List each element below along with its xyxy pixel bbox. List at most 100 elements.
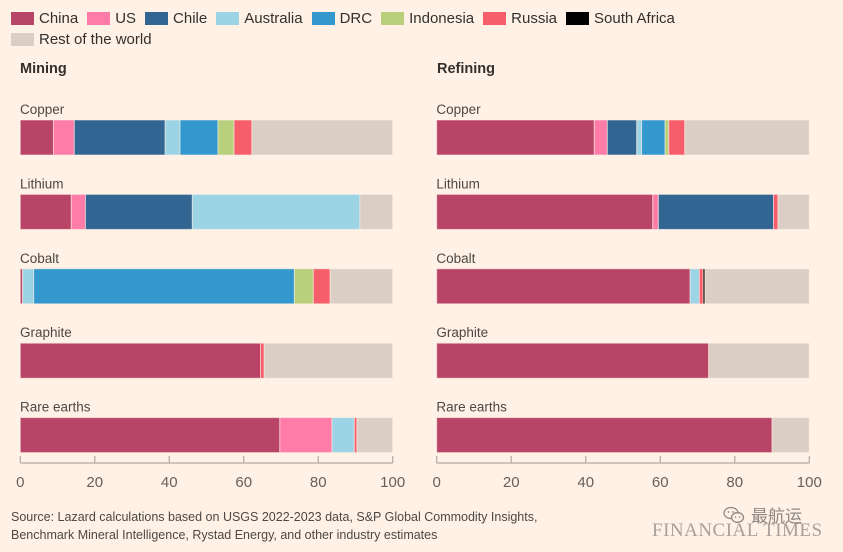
source-note: Source: Lazard calculations based on USG… — [11, 508, 631, 544]
refining-bar-rare-earths-china — [436, 417, 773, 454]
mining-bar-copper-australia — [164, 119, 181, 156]
mining-category-label: Copper — [20, 102, 65, 117]
legend-swatch — [483, 11, 507, 25]
mining-bar-copper-china — [19, 119, 54, 156]
refining-bar-copper-rest-of-the-world — [684, 119, 810, 156]
mining-bar-rare-earths-rest-of-the-world — [356, 417, 394, 454]
legend-item-russia: Russia — [483, 8, 557, 28]
mining-category-label: Rare earths — [20, 400, 91, 415]
mining-bar-graphite-russia — [259, 342, 265, 379]
mining-bar-rare-earths-china — [19, 417, 281, 454]
refining-bar-copper-china — [436, 119, 595, 156]
mining-bar-copper-us — [52, 119, 75, 156]
refining-bar-lithium-rest-of-the-world — [777, 193, 810, 230]
legend-item-china: China — [11, 8, 78, 28]
mining-bar-copper-chile — [73, 119, 166, 156]
mining-category-label: Graphite — [20, 325, 72, 340]
refining-bar-copper-russia — [668, 119, 686, 156]
mining-category-label: Lithium — [20, 176, 64, 191]
legend-label: Russia — [511, 9, 558, 27]
refining-bar-lithium-chile — [657, 193, 775, 230]
legend-swatch — [11, 11, 34, 25]
mining-bar-graphite-china — [19, 342, 261, 379]
refining-x-tick-label: 100 — [797, 474, 822, 491]
mining-x-tick-label: 100 — [380, 474, 405, 491]
legend-swatch — [216, 11, 240, 25]
mining-bar-copper-indonesia — [217, 119, 235, 156]
mining-bar-lithium-china — [19, 193, 72, 230]
mining-bar-copper-drc — [179, 119, 219, 156]
source-line-2: Benchmark Mineral Intelligence, Rystad E… — [11, 528, 438, 542]
refining-bar-lithium-us — [652, 193, 659, 230]
mining-bar-copper-rest-of-the-world — [251, 119, 394, 156]
mining-bar-lithium-chile — [84, 193, 193, 230]
mining-bar-cobalt-drc — [33, 268, 295, 305]
refining-bar-rare-earths-rest-of-the-world — [771, 417, 810, 454]
mining-bar-rare-earths-us — [279, 417, 333, 454]
legend-item-chile: Chile — [145, 8, 207, 28]
legend-swatch — [311, 11, 335, 25]
refining-bar-copper-drc — [641, 119, 666, 156]
legend-swatch — [145, 11, 169, 25]
mining-x-tick-label: 20 — [86, 474, 103, 491]
legend-swatch — [381, 11, 405, 25]
refining-bar-lithium-china — [436, 193, 654, 230]
refining-panel-title: Refining — [437, 61, 495, 77]
mining-x-tick-label: 80 — [310, 474, 327, 491]
refining-bar-lithium-russia — [773, 193, 779, 230]
refining-category-label: Cobalt — [436, 251, 475, 266]
mining-x-tick-label: 60 — [235, 474, 252, 491]
ft-logo: FINANCIAL TIMES — [652, 520, 823, 541]
legend-item-indonesia: Indonesia — [381, 8, 474, 28]
legend-item-australia: Australia — [216, 8, 303, 28]
refining-x-tick-label: 60 — [652, 474, 669, 491]
legend: China US Chile Australia DRC Indonesia Russia S… — [11, 8, 731, 51]
mining-panel-title: Mining — [20, 61, 67, 77]
refining-bar-copper-chile — [606, 119, 638, 156]
mining-x-tick-label: 40 — [161, 474, 178, 491]
source-line-1: Source: Lazard calculations based on USG… — [11, 510, 538, 524]
refining-x-tick-label: 20 — [503, 474, 520, 491]
mining-category-label: Cobalt — [20, 251, 59, 266]
legend-label: Indonesia — [409, 9, 475, 27]
refining-bar-cobalt-china — [436, 268, 691, 305]
legend-swatch — [11, 33, 34, 46]
refining-category-label: Lithium — [436, 176, 480, 191]
legend-item-us: US — [87, 8, 136, 28]
refining-x-tick-label: 40 — [577, 474, 594, 491]
refining-category-label: Graphite — [436, 325, 488, 340]
mining-x-tick-label: 0 — [16, 474, 24, 491]
watermark-text: 最航运 — [751, 507, 802, 526]
legend-swatch — [87, 11, 111, 25]
refining-bar-copper-australia — [636, 119, 643, 156]
legend-swatch — [566, 11, 590, 25]
mining-bar-lithium-rest-of-the-world — [359, 193, 394, 230]
refining-bar-graphite-rest-of-the-world — [708, 342, 810, 379]
refining-bar-cobalt-australia — [689, 268, 700, 305]
mining-bar-lithium-australia — [191, 193, 361, 230]
watermark: 最航运 — [723, 502, 802, 527]
legend-label: South Africa — [594, 9, 675, 27]
legend-label: Rest of the world — [39, 31, 152, 48]
legend-label: US — [115, 9, 137, 27]
refining-bar-cobalt-russia — [698, 268, 704, 305]
mining-bar-graphite-rest-of-the-world — [263, 342, 394, 379]
legend-label: Chile — [173, 9, 208, 27]
mining-bar-rare-earths-australia — [331, 417, 355, 454]
refining-category-label: Copper — [436, 102, 481, 117]
mining-bar-cobalt-russia — [312, 268, 331, 305]
legend-label: DRC — [339, 9, 373, 27]
mining-bar-cobalt-indonesia — [293, 268, 314, 305]
mining-bar-cobalt-australia — [22, 268, 35, 305]
refining-bar-copper-us — [593, 119, 608, 156]
legend-item-rest-of-the-world: Rest of the world — [11, 30, 152, 50]
refining-bar-copper-indonesia — [664, 119, 670, 156]
refining-x-tick-label: 0 — [433, 474, 441, 491]
refining-bar-graphite-china — [436, 342, 710, 379]
legend-item-south-africa: South Africa — [566, 8, 675, 28]
mining-bar-lithium-us — [70, 193, 86, 230]
legend-item-drc: DRC — [311, 8, 373, 28]
mining-bar-cobalt-rest-of-the-world — [329, 268, 394, 305]
refining-x-tick-label: 80 — [726, 474, 743, 491]
